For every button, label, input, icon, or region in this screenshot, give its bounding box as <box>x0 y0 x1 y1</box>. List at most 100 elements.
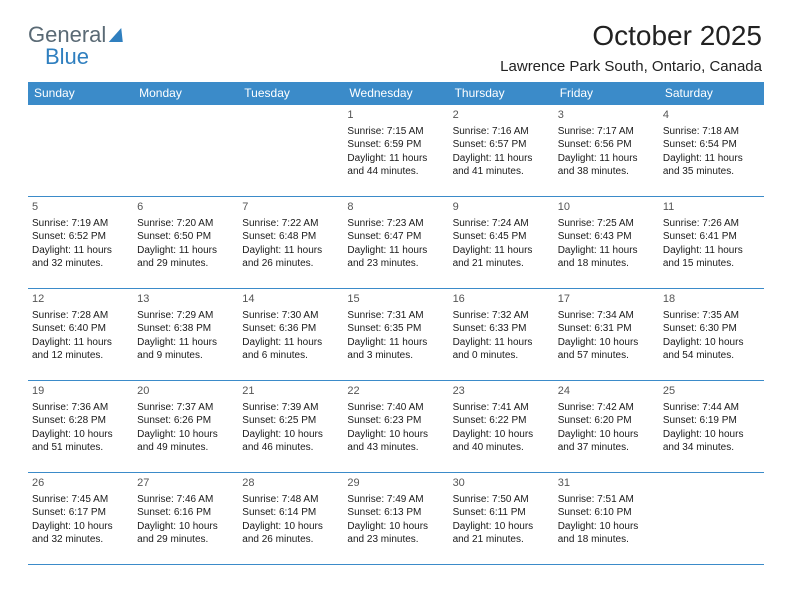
calendar-day-cell: 5Sunrise: 7:19 AMSunset: 6:52 PMDaylight… <box>28 197 133 289</box>
daylight-text: Daylight: 11 hours <box>663 244 760 258</box>
daylight-text: and 51 minutes. <box>32 441 129 455</box>
calendar-week-row: 19Sunrise: 7:36 AMSunset: 6:28 PMDayligh… <box>28 381 764 473</box>
day-number: 25 <box>663 384 760 399</box>
daylight-text: and 44 minutes. <box>347 165 444 179</box>
day-number: 4 <box>663 108 760 123</box>
calendar-week-row: 1Sunrise: 7:15 AMSunset: 6:59 PMDaylight… <box>28 105 764 197</box>
calendar-day-cell: 31Sunrise: 7:51 AMSunset: 6:10 PMDayligh… <box>554 473 659 565</box>
day-number: 15 <box>347 292 444 307</box>
daylight-text: Daylight: 10 hours <box>137 428 234 442</box>
day-number: 2 <box>453 108 550 123</box>
day-header: Monday <box>133 82 238 105</box>
sunset-text: Sunset: 6:17 PM <box>32 506 129 520</box>
sunset-text: Sunset: 6:33 PM <box>453 322 550 336</box>
daylight-text: and 0 minutes. <box>453 349 550 363</box>
daylight-text: and 40 minutes. <box>453 441 550 455</box>
calendar-day-cell: 16Sunrise: 7:32 AMSunset: 6:33 PMDayligh… <box>449 289 554 381</box>
sunrise-text: Sunrise: 7:16 AM <box>453 125 550 139</box>
sunset-text: Sunset: 6:48 PM <box>242 230 339 244</box>
daylight-text: and 23 minutes. <box>347 257 444 271</box>
calendar-day-cell: 6Sunrise: 7:20 AMSunset: 6:50 PMDaylight… <box>133 197 238 289</box>
sunrise-text: Sunrise: 7:20 AM <box>137 217 234 231</box>
logo-text-b: Blue <box>45 44 89 69</box>
calendar-day-cell: 1Sunrise: 7:15 AMSunset: 6:59 PMDaylight… <box>343 105 448 197</box>
calendar-day-cell: 13Sunrise: 7:29 AMSunset: 6:38 PMDayligh… <box>133 289 238 381</box>
daylight-text: and 18 minutes. <box>558 257 655 271</box>
day-number: 23 <box>453 384 550 399</box>
sunset-text: Sunset: 6:56 PM <box>558 138 655 152</box>
day-number: 16 <box>453 292 550 307</box>
day-header-row: Sunday Monday Tuesday Wednesday Thursday… <box>28 82 764 105</box>
sunrise-text: Sunrise: 7:18 AM <box>663 125 760 139</box>
sunrise-text: Sunrise: 7:24 AM <box>453 217 550 231</box>
sunrise-text: Sunrise: 7:40 AM <box>347 401 444 415</box>
calendar-day-cell: 3Sunrise: 7:17 AMSunset: 6:56 PMDaylight… <box>554 105 659 197</box>
day-number: 11 <box>663 200 760 215</box>
day-header: Thursday <box>449 82 554 105</box>
daylight-text: and 12 minutes. <box>32 349 129 363</box>
daylight-text: Daylight: 11 hours <box>558 244 655 258</box>
daylight-text: and 41 minutes. <box>453 165 550 179</box>
location-subtitle: Lawrence Park South, Ontario, Canada <box>500 58 762 75</box>
daylight-text: and 43 minutes. <box>347 441 444 455</box>
daylight-text: Daylight: 10 hours <box>32 428 129 442</box>
sunrise-text: Sunrise: 7:39 AM <box>242 401 339 415</box>
day-number: 3 <box>558 108 655 123</box>
sunrise-text: Sunrise: 7:17 AM <box>558 125 655 139</box>
daylight-text: and 34 minutes. <box>663 441 760 455</box>
sunrise-text: Sunrise: 7:44 AM <box>663 401 760 415</box>
day-header: Saturday <box>659 82 764 105</box>
calendar-day-cell: 18Sunrise: 7:35 AMSunset: 6:30 PMDayligh… <box>659 289 764 381</box>
calendar-day-cell: 29Sunrise: 7:49 AMSunset: 6:13 PMDayligh… <box>343 473 448 565</box>
calendar-day-cell: 12Sunrise: 7:28 AMSunset: 6:40 PMDayligh… <box>28 289 133 381</box>
sunset-text: Sunset: 6:54 PM <box>663 138 760 152</box>
day-number: 20 <box>137 384 234 399</box>
daylight-text: Daylight: 11 hours <box>32 244 129 258</box>
sunrise-text: Sunrise: 7:25 AM <box>558 217 655 231</box>
calendar-week-row: 26Sunrise: 7:45 AMSunset: 6:17 PMDayligh… <box>28 473 764 565</box>
day-number: 6 <box>137 200 234 215</box>
sunset-text: Sunset: 6:59 PM <box>347 138 444 152</box>
calendar-day-cell: 8Sunrise: 7:23 AMSunset: 6:47 PMDaylight… <box>343 197 448 289</box>
sunset-text: Sunset: 6:19 PM <box>663 414 760 428</box>
sunrise-text: Sunrise: 7:30 AM <box>242 309 339 323</box>
sunrise-text: Sunrise: 7:29 AM <box>137 309 234 323</box>
daylight-text: and 3 minutes. <box>347 349 444 363</box>
calendar-week-row: 12Sunrise: 7:28 AMSunset: 6:40 PMDayligh… <box>28 289 764 381</box>
sunrise-text: Sunrise: 7:15 AM <box>347 125 444 139</box>
day-number: 29 <box>347 476 444 491</box>
sunset-text: Sunset: 6:40 PM <box>32 322 129 336</box>
daylight-text: and 26 minutes. <box>242 533 339 547</box>
daylight-text: Daylight: 10 hours <box>32 520 129 534</box>
day-number: 18 <box>663 292 760 307</box>
sunrise-text: Sunrise: 7:31 AM <box>347 309 444 323</box>
sunset-text: Sunset: 6:43 PM <box>558 230 655 244</box>
day-number: 26 <box>32 476 129 491</box>
sunset-text: Sunset: 6:35 PM <box>347 322 444 336</box>
day-header: Sunday <box>28 82 133 105</box>
daylight-text: Daylight: 11 hours <box>453 244 550 258</box>
sunrise-text: Sunrise: 7:46 AM <box>137 493 234 507</box>
daylight-text: Daylight: 11 hours <box>663 152 760 166</box>
calendar-day-cell: 21Sunrise: 7:39 AMSunset: 6:25 PMDayligh… <box>238 381 343 473</box>
day-number: 21 <box>242 384 339 399</box>
daylight-text: Daylight: 10 hours <box>242 520 339 534</box>
sunrise-text: Sunrise: 7:36 AM <box>32 401 129 415</box>
day-number: 27 <box>137 476 234 491</box>
daylight-text: and 32 minutes. <box>32 533 129 547</box>
daylight-text: Daylight: 10 hours <box>453 520 550 534</box>
daylight-text: and 29 minutes. <box>137 533 234 547</box>
calendar-day-cell <box>133 105 238 197</box>
daylight-text: and 57 minutes. <box>558 349 655 363</box>
day-number: 17 <box>558 292 655 307</box>
calendar-day-cell: 19Sunrise: 7:36 AMSunset: 6:28 PMDayligh… <box>28 381 133 473</box>
daylight-text: and 38 minutes. <box>558 165 655 179</box>
sunset-text: Sunset: 6:11 PM <box>453 506 550 520</box>
day-number: 10 <box>558 200 655 215</box>
sunrise-text: Sunrise: 7:34 AM <box>558 309 655 323</box>
daylight-text: Daylight: 10 hours <box>663 428 760 442</box>
calendar-day-cell: 24Sunrise: 7:42 AMSunset: 6:20 PMDayligh… <box>554 381 659 473</box>
daylight-text: and 18 minutes. <box>558 533 655 547</box>
daylight-text: Daylight: 11 hours <box>347 336 444 350</box>
day-number: 22 <box>347 384 444 399</box>
